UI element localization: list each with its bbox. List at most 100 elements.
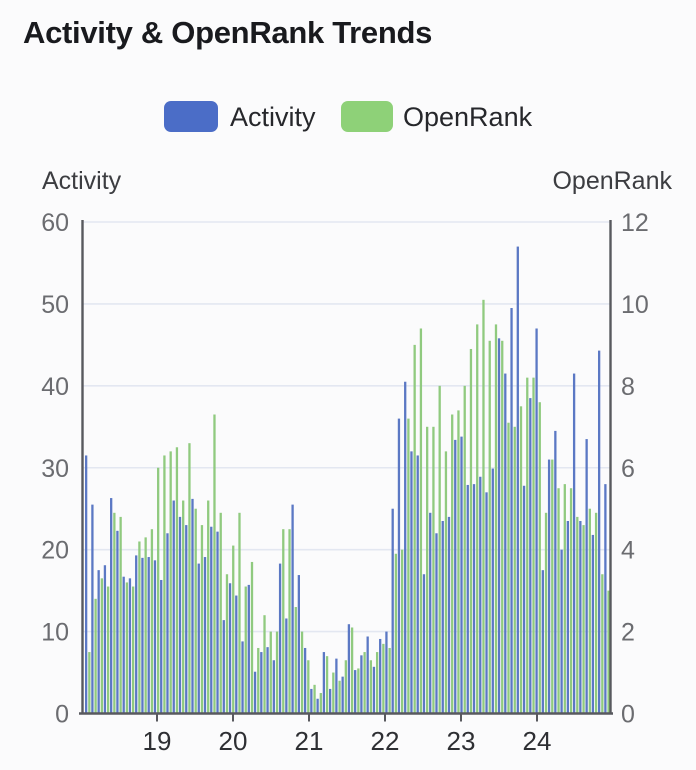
openrank-bar <box>250 561 254 714</box>
activity-bar <box>228 583 232 714</box>
y-tick-label-right: 12 <box>621 209 649 237</box>
activity-bar <box>485 492 488 714</box>
chart-legend: Activity OpenRank <box>164 101 533 132</box>
openrank-bar <box>582 525 585 714</box>
openrank-bar <box>419 328 423 714</box>
activity-bar <box>354 670 357 714</box>
activity-bar <box>579 521 582 714</box>
legend-label-activity: Activity <box>230 102 316 132</box>
openrank-bar <box>300 631 304 714</box>
openrank-bar <box>407 418 410 714</box>
activity-bar <box>385 631 388 714</box>
openrank-bar <box>432 426 435 714</box>
openrank-bar <box>113 512 116 714</box>
activity-bar <box>360 655 363 714</box>
activity-bar <box>310 688 313 714</box>
openrank-bar <box>544 512 548 714</box>
openrank-bar <box>213 414 216 714</box>
openrank-bar <box>494 324 498 714</box>
y-tick-label-left: 30 <box>41 455 69 483</box>
openrank-bar <box>232 545 235 714</box>
openrank-bar <box>457 410 460 714</box>
openrank-bar <box>282 529 285 714</box>
openrank-bar <box>576 516 579 714</box>
legend-item-openrank[interactable]: OpenRank <box>341 101 533 132</box>
openrank-bar <box>219 512 222 714</box>
openrank-bar <box>275 631 279 714</box>
openrank-bar <box>369 660 373 714</box>
activity-bar <box>235 595 238 714</box>
activity-bar <box>566 521 570 714</box>
openrank-bar <box>119 516 122 714</box>
activity-bar <box>347 624 351 714</box>
openrank-bar <box>375 652 379 714</box>
openrank-bar <box>394 553 398 714</box>
openrank-bar <box>350 627 354 714</box>
activity-bar <box>178 516 182 714</box>
activity-bar <box>454 439 457 714</box>
activity-bar <box>422 574 426 714</box>
activity-bar <box>541 570 544 714</box>
page-title: Activity & OpenRank Trends <box>23 15 432 50</box>
openrank-bar <box>519 406 523 714</box>
openrank-bar <box>125 582 129 714</box>
left-axis-title: Activity <box>42 167 122 195</box>
openrank-bar <box>426 426 429 714</box>
openrank-bar <box>269 631 272 714</box>
activity-bar <box>85 455 88 714</box>
openrank-bar <box>563 484 566 714</box>
activity-bar <box>435 533 438 714</box>
openrank-bar <box>538 402 541 714</box>
openrank-bar <box>319 693 322 714</box>
openrank-bar <box>338 680 341 714</box>
activity-bar <box>479 476 482 714</box>
activity-bar <box>116 530 119 714</box>
openrank-bar <box>182 500 185 714</box>
openrank-bar <box>607 590 610 714</box>
activity-bar <box>441 521 444 714</box>
openrank-bar <box>507 422 510 714</box>
activity-bar <box>122 576 125 714</box>
activity-bar <box>160 579 163 714</box>
activity-bar <box>247 584 250 714</box>
openrank-bar <box>207 500 210 714</box>
activity-bar <box>460 436 463 714</box>
openrank-bar <box>225 574 229 714</box>
openrank-bar <box>451 414 454 714</box>
openrank-bar <box>100 578 104 714</box>
activity-bar <box>510 308 513 714</box>
activity-bar <box>110 498 113 714</box>
openrank-bar <box>194 508 197 714</box>
activity-bar <box>297 575 300 714</box>
openrank-bar <box>307 660 310 714</box>
y-tick-label-right: 8 <box>621 373 635 401</box>
activity-bar <box>372 666 376 714</box>
activity-bar <box>197 563 200 714</box>
openrank-bar <box>144 537 147 714</box>
openrank-bar <box>569 488 573 714</box>
activity-bar <box>491 468 494 714</box>
x-tick-label: 20 <box>219 726 248 756</box>
activity-bar <box>210 526 213 714</box>
activity-bar <box>529 398 532 714</box>
y-tick-label-left: 20 <box>41 537 69 565</box>
right-axis-title: OpenRank <box>552 167 672 195</box>
activity-bar <box>303 647 307 714</box>
openrank-bar <box>106 586 110 714</box>
openrank-bar <box>157 467 160 714</box>
activity-bar <box>241 641 244 714</box>
activity-bar <box>585 439 588 714</box>
openrank-bar <box>169 451 172 714</box>
legend-item-activity[interactable]: Activity <box>164 101 316 132</box>
openrank-bar <box>244 586 247 714</box>
activity-bar <box>591 534 595 714</box>
activity-bar <box>379 638 382 714</box>
activity-bar <box>260 652 263 714</box>
plot-area <box>85 246 610 714</box>
openrank-bar <box>594 512 598 714</box>
activity-bar <box>153 560 157 714</box>
activity-bar <box>216 531 219 714</box>
openrank-bar <box>88 652 91 714</box>
y-tick-label-left: 60 <box>41 209 69 237</box>
axis-lines <box>79 220 613 722</box>
